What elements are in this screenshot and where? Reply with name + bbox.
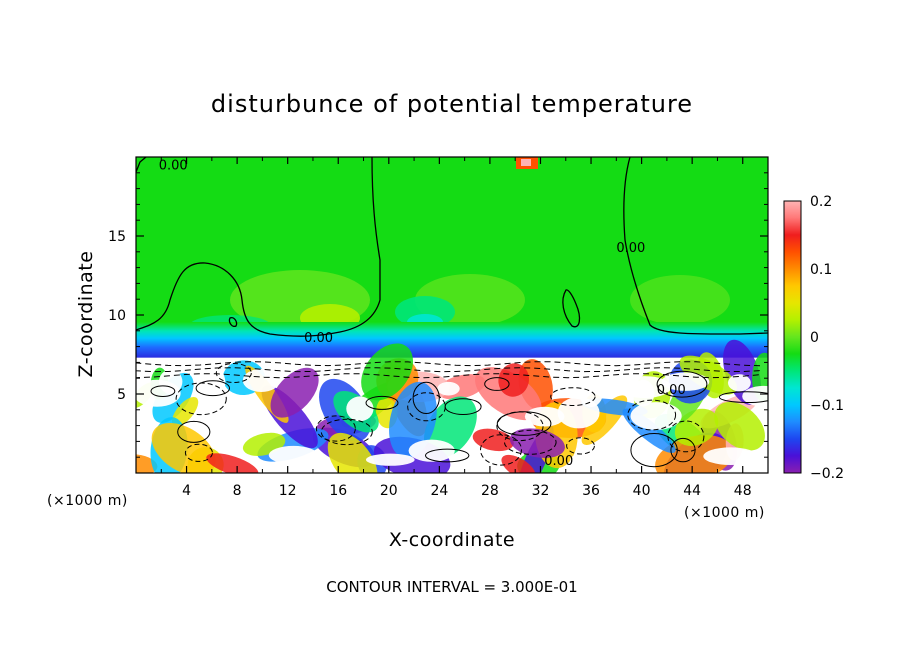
- colorbar: 0.2 0.1 0 −0.1 −0.2: [783, 194, 844, 482]
- mixed-contour: [195, 380, 231, 397]
- contour-label: 0.00: [159, 159, 188, 174]
- x-axis: 4 8 12 16 20 24 28 32 36 40 44 48: [160, 157, 752, 499]
- colorbar-tick-label: −0.2: [810, 466, 844, 482]
- neutral-patch: [630, 402, 682, 430]
- colorbar-swatch: [783, 200, 802, 474]
- turbulent-eddy: [327, 432, 378, 473]
- neutral-patch: [268, 445, 318, 465]
- x-tick-label: 4: [182, 483, 191, 499]
- mixed-contour: [444, 398, 482, 416]
- turbulent-eddy: [389, 381, 437, 459]
- x-tick-label: 36: [582, 483, 600, 499]
- colorbar-tick-label: −0.1: [810, 398, 844, 414]
- x-axis-label: X-coordinate: [389, 529, 515, 551]
- x-tick-label: 16: [329, 483, 347, 499]
- mixed-contour: [630, 433, 678, 468]
- contour-label: 0.00: [657, 383, 686, 398]
- inversion-contour: [136, 361, 761, 367]
- mixed-contour: [425, 448, 470, 463]
- mixed-contour: [656, 370, 708, 398]
- turbulent-eddy: [151, 423, 216, 473]
- inversion-band: [136, 322, 768, 358]
- turbulent-eddy: [270, 367, 319, 418]
- turbulent-eddy: [361, 343, 414, 401]
- mixed-contour: [496, 411, 552, 436]
- turbulent-eddy: [136, 454, 158, 473]
- mixed-contour: [484, 377, 510, 391]
- mixed-layer: [136, 339, 768, 473]
- neutral-patch: [437, 381, 460, 396]
- mixed-contour: [175, 382, 227, 416]
- turbulent-eddy: [714, 401, 765, 451]
- x-tick-label: 20: [380, 483, 398, 499]
- turbulent-eddy: [171, 396, 199, 427]
- x-tick-label: 44: [683, 483, 701, 499]
- mixed-contour: [177, 420, 211, 443]
- x-tick-label: 32: [532, 483, 550, 499]
- contour-labels: 0.00 0.00 0.00 0.00 0.00: [159, 159, 686, 469]
- y-axis: 5 10 15: [108, 172, 768, 458]
- neutral-patch: [205, 368, 226, 397]
- plot-area: 0.00 0.00 0.00 0.00 0.00: [136, 157, 768, 473]
- mixed-contour: [496, 411, 544, 442]
- neutral-patch: [742, 385, 768, 407]
- mixed-contour: [215, 363, 252, 383]
- y-tick-label: 10: [108, 308, 126, 324]
- contour-label: 0.00: [304, 331, 333, 346]
- neutral-patch: [242, 368, 280, 392]
- neutral-patch: [728, 374, 751, 392]
- turbulent-eddy: [472, 428, 514, 452]
- x-unit-left: (×1000 m): [47, 493, 128, 509]
- contour-small-left: [228, 316, 238, 328]
- x-unit-right: (×1000 m): [684, 505, 765, 521]
- contour-lines: [136, 157, 768, 337]
- neutral-patch: [703, 447, 758, 466]
- mixed-contour: [718, 391, 768, 403]
- colorbar-tick-label: 0: [810, 330, 819, 346]
- mixed-contour: [412, 381, 440, 414]
- neutral-patch: [346, 396, 374, 422]
- mixed-contour: [504, 429, 557, 455]
- inversion-contour: [136, 367, 761, 373]
- mixed-contour: [670, 437, 696, 463]
- mixed-contour: [184, 443, 213, 462]
- colorbar-ticks: 0.2 0.1 0 −0.1 −0.2: [810, 194, 844, 482]
- turbulent-eddy: [679, 355, 738, 395]
- x-tick-label: 24: [430, 483, 448, 499]
- x-tick-label: 48: [734, 483, 752, 499]
- neutral-patch: [600, 452, 646, 473]
- y-tick-label: 5: [117, 387, 126, 403]
- colorbar-tick-label: 0.1: [810, 262, 832, 278]
- mixed-layer-contours: [136, 361, 768, 468]
- contour-interval-footer: CONTOUR INTERVAL = 3.000E-01: [326, 578, 577, 596]
- contour-label: 0.00: [616, 241, 645, 256]
- contour-small-right: [562, 289, 581, 328]
- mixed-contour: [566, 437, 595, 455]
- inversion-contour: [136, 373, 761, 379]
- y-tick-label: 15: [108, 229, 126, 245]
- mixed-contour: [627, 399, 677, 431]
- x-tick-label: 40: [633, 483, 651, 499]
- chart-title: disturbunce of potential temperature: [211, 90, 693, 118]
- y-axis-label: Z-coordinate: [75, 251, 97, 378]
- colorbar-tick-label: 0.2: [810, 194, 832, 210]
- mixed-contour: [315, 415, 356, 442]
- neutral-patch: [557, 397, 600, 429]
- turbulent-eddy: [206, 453, 259, 473]
- contour-zero-left: [136, 157, 381, 337]
- contour-zero-right: [623, 157, 768, 335]
- turbulent-eddy: [501, 454, 536, 473]
- mixed-contour: [150, 385, 176, 398]
- mixed-contour: [320, 418, 373, 446]
- mixed-contour: [365, 395, 399, 410]
- x-tick-label: 12: [279, 483, 297, 499]
- neutral-patch: [366, 453, 415, 466]
- x-tick-label: 8: [233, 483, 242, 499]
- neutral-patch: [632, 379, 655, 407]
- mixed-contour: [550, 387, 596, 407]
- contour-label: 0.00: [544, 454, 573, 469]
- x-tick-label: 28: [481, 483, 499, 499]
